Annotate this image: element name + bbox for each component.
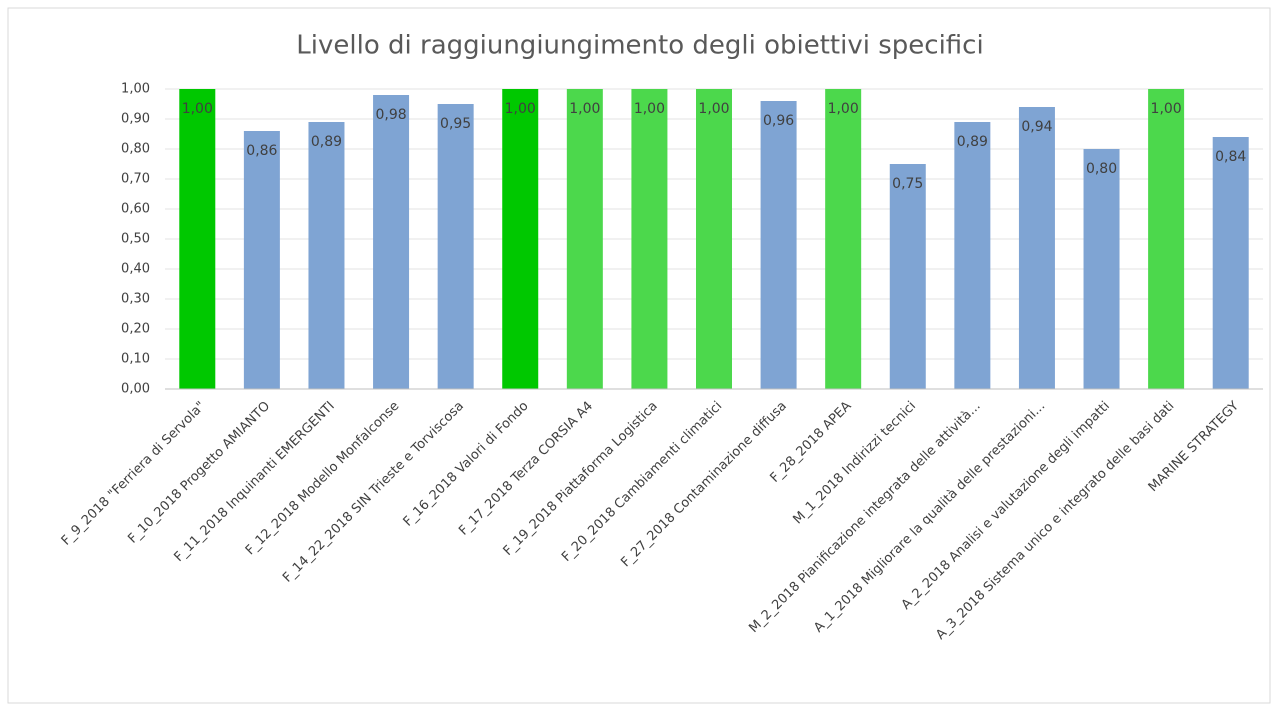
y-tick-label: 0,90	[121, 112, 150, 127]
data-label: 0,84	[1215, 149, 1246, 165]
data-label: 1,00	[569, 101, 600, 117]
bar	[1212, 137, 1249, 389]
bar	[954, 122, 991, 389]
bar	[760, 101, 797, 389]
bar	[179, 89, 216, 389]
data-label: 1,00	[634, 101, 665, 117]
y-tick-label: 0,20	[121, 322, 150, 337]
bar	[243, 131, 280, 389]
data-label: 0,89	[311, 134, 342, 150]
bar	[631, 89, 668, 389]
y-tick-label: 0,80	[121, 142, 150, 157]
bar	[1083, 149, 1120, 389]
bar	[696, 89, 732, 389]
bar	[502, 89, 539, 389]
data-label: 1,00	[1151, 101, 1182, 117]
data-label: 0,86	[246, 143, 277, 159]
data-label: 0,89	[957, 134, 988, 150]
bar	[566, 89, 603, 389]
data-label: 0,98	[375, 107, 406, 123]
bar	[1148, 89, 1185, 389]
data-label: 0,95	[440, 116, 471, 132]
bar	[308, 122, 345, 389]
data-label: 1,00	[505, 101, 536, 117]
chart-title: Livello di raggiungiungimento degli obie…	[296, 31, 983, 61]
data-label: 1,00	[698, 101, 729, 117]
y-tick-label: 0,10	[121, 352, 150, 367]
y-tick-label: 0,40	[121, 262, 150, 277]
data-label: 1,00	[182, 101, 213, 117]
y-tick-label: 1,00	[121, 82, 150, 97]
bar	[889, 164, 926, 389]
bar	[825, 89, 862, 389]
data-label: 0,96	[763, 113, 794, 129]
bar	[1018, 107, 1055, 389]
y-tick-label: 0,50	[121, 232, 150, 247]
data-label: 0,94	[1021, 119, 1052, 135]
bar	[437, 104, 474, 389]
y-tick-label: 0,30	[121, 292, 150, 307]
bar	[373, 95, 410, 389]
y-tick-label: 0,70	[121, 172, 150, 187]
y-tick-label: 0,00	[121, 382, 150, 397]
y-tick-label: 0,60	[121, 202, 150, 217]
data-label: 1,00	[828, 101, 859, 117]
data-label: 0,80	[1086, 161, 1117, 177]
data-label: 0,75	[892, 176, 923, 192]
